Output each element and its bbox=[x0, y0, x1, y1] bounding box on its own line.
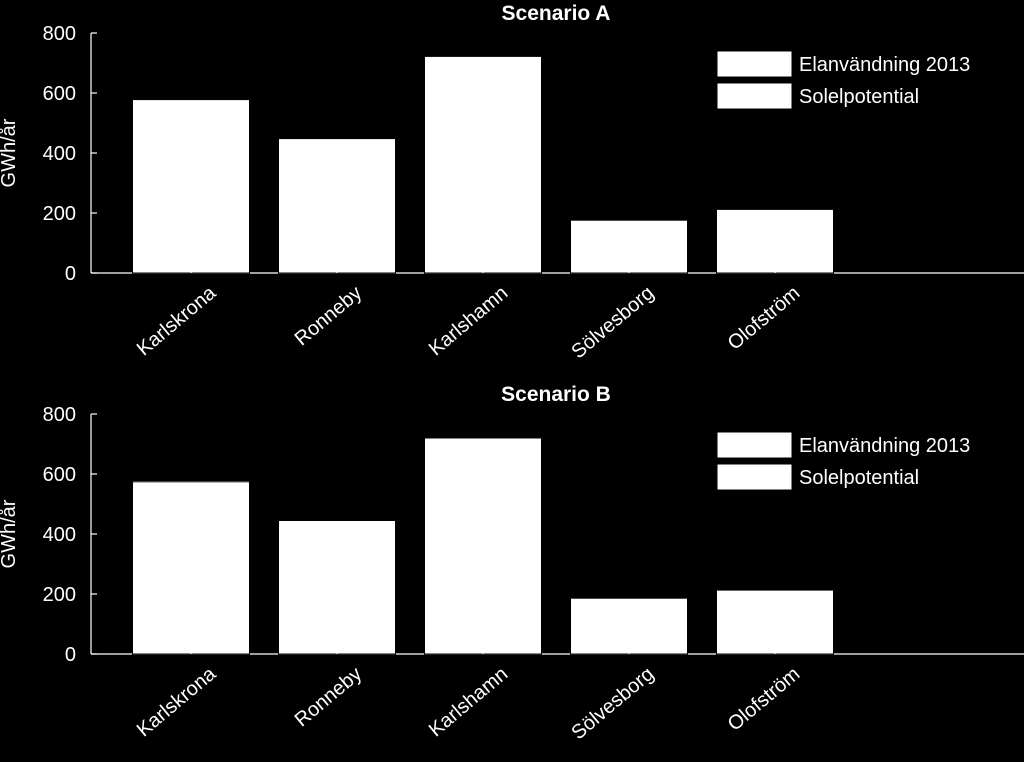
bar-ronneby-series-1 bbox=[278, 520, 396, 655]
y-tick-label: 400 bbox=[43, 524, 76, 546]
legend-label: Elanvändning 2013 bbox=[799, 435, 970, 457]
y-tick-label: 600 bbox=[43, 83, 76, 105]
legend-label: Solelpotential bbox=[799, 467, 919, 489]
x-tick-label: Olofström bbox=[724, 282, 805, 355]
x-tick-label: Karlskrona bbox=[133, 281, 221, 360]
x-tick-label: Karlskrona bbox=[133, 662, 221, 741]
x-tick-label: Olofström bbox=[724, 663, 805, 736]
y-tick-label: 0 bbox=[65, 263, 76, 285]
y-axis-label: GWh/år bbox=[0, 118, 20, 187]
chart-title: Scenario A bbox=[502, 2, 611, 25]
y-tick-label: 200 bbox=[43, 203, 76, 225]
legend-label: Elanvändning 2013 bbox=[799, 54, 970, 76]
x-tick-label: Karlshamn bbox=[425, 282, 512, 360]
y-tick-label: 0 bbox=[65, 644, 76, 666]
chart-title: Scenario B bbox=[501, 383, 611, 406]
y-tick-label: 800 bbox=[43, 23, 76, 45]
y-tick-label: 600 bbox=[43, 464, 76, 486]
bar-karlshamn-series-1 bbox=[424, 437, 542, 655]
y-tick-label: 800 bbox=[43, 404, 76, 426]
x-tick-label: Sölvesborg bbox=[567, 663, 658, 744]
bar-karlskrona-series-1 bbox=[132, 99, 250, 274]
bar-karlskrona-series-1 bbox=[132, 481, 250, 655]
y-tick-label: 400 bbox=[43, 143, 76, 165]
legend-swatch bbox=[716, 431, 793, 459]
bar-ronneby-series-1 bbox=[278, 138, 396, 274]
x-tick-label: Ronneby bbox=[291, 663, 366, 731]
x-tick-label: Ronneby bbox=[291, 282, 366, 350]
bar-olofstrm-series-1 bbox=[716, 208, 834, 274]
legend-swatch bbox=[716, 50, 793, 78]
x-tick-label: Karlshamn bbox=[425, 663, 512, 741]
x-tick-label: Sölvesborg bbox=[567, 282, 658, 363]
legend-swatch bbox=[716, 82, 793, 110]
legend-label: Solelpotential bbox=[799, 86, 919, 108]
y-axis-label: GWh/år bbox=[0, 499, 20, 568]
bar-olofstrm-series-1 bbox=[716, 589, 834, 655]
bar-karlshamn-series-1 bbox=[424, 55, 542, 274]
bar-slvesborg-series-1 bbox=[570, 597, 688, 655]
y-tick-label: 200 bbox=[43, 584, 76, 606]
bar-slvesborg-series-1 bbox=[570, 219, 688, 274]
legend-swatch bbox=[716, 463, 793, 491]
